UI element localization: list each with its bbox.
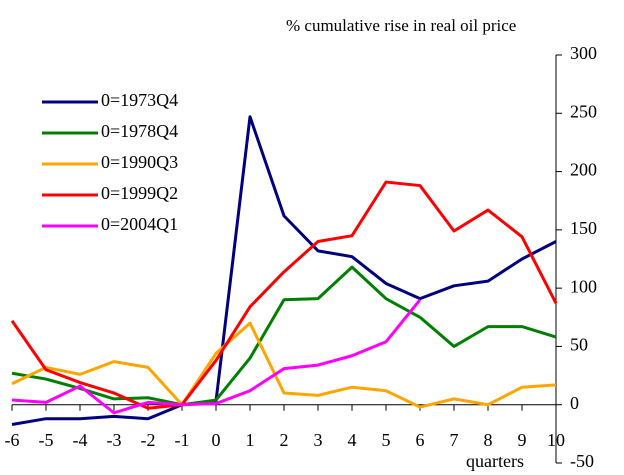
legend-label: 0=2004Q1	[101, 214, 178, 234]
y-tick-label: 100	[570, 276, 597, 296]
series-line	[11, 298, 422, 415]
series-line	[10, 180, 558, 410]
series-line	[11, 265, 557, 407]
y-tick-label: 250	[570, 101, 597, 121]
x-tick-label: 0	[212, 430, 221, 450]
y-tick-label: 300	[570, 43, 597, 63]
x-axis-label: quarters	[466, 451, 524, 471]
x-tick-label: 4	[348, 430, 357, 450]
y-tick-label: 150	[570, 218, 597, 238]
x-tick-label: 6	[416, 430, 425, 450]
legend-label: 0=1973Q4	[101, 90, 178, 110]
y-tick-label: -50	[570, 451, 594, 471]
x-tick-label: 3	[314, 430, 323, 450]
legend-label: 0=1978Q4	[101, 121, 178, 141]
y-tick-label: 50	[570, 335, 588, 355]
x-tick-label: 5	[382, 430, 391, 450]
x-tick-label: 7	[450, 430, 459, 450]
x-tick-label: -4	[73, 430, 88, 450]
x-tick-label: -3	[107, 430, 122, 450]
x-tick-label: 1	[246, 430, 255, 450]
series-line	[11, 115, 557, 427]
x-tick-label: 2	[280, 430, 289, 450]
x-tick-label: 9	[518, 430, 527, 450]
x-tick-label: -5	[39, 430, 54, 450]
x-tick-label: 10	[547, 430, 565, 450]
x-tick-label: 8	[484, 430, 493, 450]
x-tick-label: -2	[141, 430, 156, 450]
legend-label: 0=1990Q3	[101, 152, 178, 172]
series-line	[11, 321, 557, 409]
x-tick-label: -1	[175, 430, 190, 450]
legend-label: 0=1999Q2	[101, 183, 178, 203]
y-tick-label: 200	[570, 160, 597, 180]
y-axis-label: % cumulative rise in real oil price	[286, 16, 517, 35]
y-tick-label: 0	[570, 393, 579, 413]
x-tick-label: -6	[5, 430, 20, 450]
